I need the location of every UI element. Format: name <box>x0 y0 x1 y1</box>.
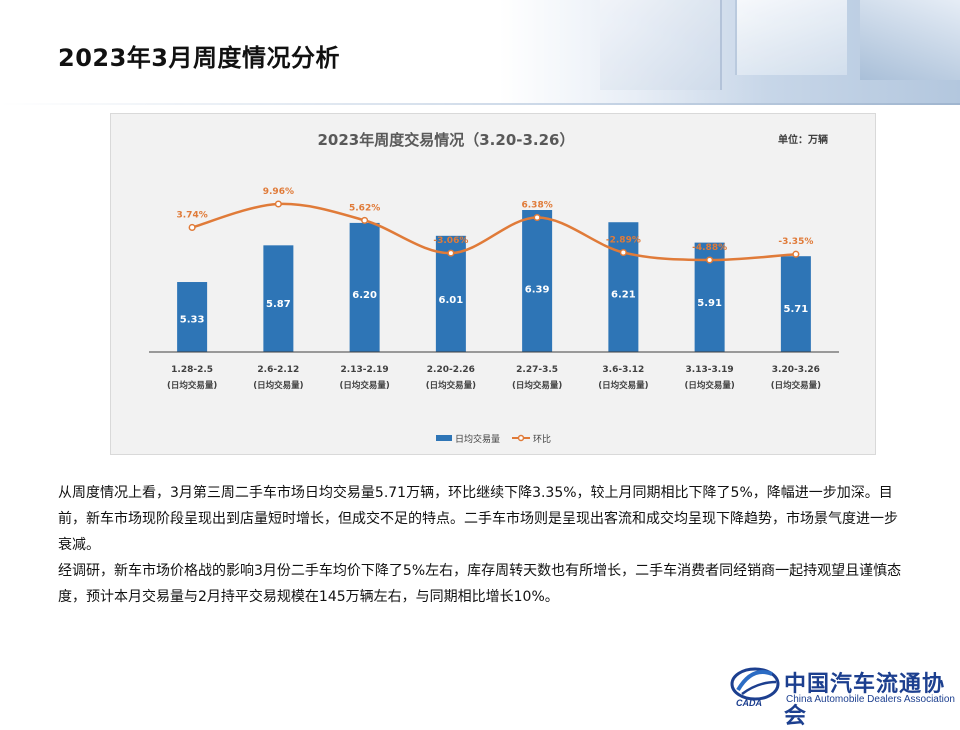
x-tick-label: 3.20-3.26 <box>772 365 820 375</box>
bar-value-label: 5.71 <box>784 304 809 315</box>
mom-point <box>619 248 627 257</box>
bar-value-label: 5.91 <box>697 298 722 309</box>
bar <box>780 256 811 352</box>
mom-line <box>191 202 796 262</box>
decorative-cube <box>735 0 847 75</box>
bar <box>522 210 553 352</box>
legend: 日均交易量 环比 <box>436 433 551 445</box>
analysis-text: 从周度情况上看，3月第三周二手车市场日均交易量5.71万辆，环比继续下降3.35… <box>58 480 908 610</box>
legend-bar-swatch <box>436 435 452 441</box>
cada-emblem-icon <box>730 667 780 701</box>
header-divider <box>0 103 960 105</box>
chart-panel: 2023年周度交易情况（3.20-3.26） 单位：万辆 5.33 5.87 6.2… <box>110 113 876 455</box>
x-tick-sublabel: (日均交易量) <box>598 380 648 391</box>
x-tick-sublabel: (日均交易量) <box>253 380 303 391</box>
x-tick-label: 2.20-2.26 <box>427 365 475 375</box>
mom-point <box>792 250 800 258</box>
logo-english-name: China Automobile Dealers Association <box>786 694 955 705</box>
page-title: 2023年3月周度情况分析 <box>58 44 340 72</box>
mom-value-label: 9.96% <box>263 187 294 197</box>
x-tick-sublabel: (日均交易量) <box>684 380 734 391</box>
decorative-cube <box>600 0 722 90</box>
bar-series: 5.33 5.87 6.20 6.01 6.39 6.21 5.91 5.71 <box>177 210 811 352</box>
x-tick-label: 3.13-3.19 <box>686 365 734 375</box>
logo-abbr: CADA <box>736 698 762 708</box>
x-tick-sublabel: (日均交易量) <box>167 380 217 391</box>
x-tick-sublabel: (日均交易量) <box>339 380 389 391</box>
bar-value-label: 5.87 <box>266 299 291 310</box>
bar-value-label: 6.21 <box>611 289 636 300</box>
line-series: 3.74% 9.96% 5.62% -3.06% 6.38% -2.89% -4.88% -3… <box>177 187 813 264</box>
x-tick-label: 1.28-2.5 <box>171 365 213 375</box>
legend-line-label: 环比 <box>533 433 551 445</box>
mom-point <box>533 213 541 222</box>
mom-value-label: 3.74% <box>177 210 208 220</box>
x-tick-label: 2.13-2.19 <box>341 365 389 375</box>
bar <box>608 222 639 352</box>
mom-value-label: 6.38% <box>522 201 553 211</box>
x-tick-sublabel: (日均交易量) <box>512 380 562 391</box>
bar <box>263 245 294 352</box>
x-axis: 1.28-2.5 (日均交易量) 2.6-2.12 (日均交易量) 2.13-2.19 (… <box>149 351 839 391</box>
x-tick-label: 3.6-3.12 <box>602 365 644 375</box>
legend-line-marker <box>517 434 525 442</box>
paragraph: 从周度情况上看，3月第三周二手车市场日均交易量5.71万辆，环比继续下降3.35… <box>58 485 898 553</box>
header-banner <box>0 0 960 105</box>
x-tick-label: 2.6-2.12 <box>257 365 299 375</box>
x-tick-sublabel: (日均交易量) <box>426 380 476 391</box>
paragraph: 经调研，新车市场价格战的影响3月份二手车均价下降了5%左右，库存周转天数也有所增… <box>58 563 902 605</box>
mom-point <box>706 256 714 264</box>
mom-value-label: -2.89% <box>606 235 641 245</box>
chart-title: 2023年周度交易情况（3.20-3.26） <box>318 131 575 149</box>
mom-point <box>274 200 282 208</box>
bar <box>177 282 208 352</box>
mom-point <box>447 249 455 257</box>
decorative-cube <box>860 0 960 80</box>
mom-point <box>361 216 369 224</box>
x-tick-label: 2.27-3.5 <box>516 365 558 375</box>
cada-logo: CADA 中国汽车流通协会 China Automobile Dealers A… <box>728 660 960 729</box>
bar-value-label: 6.01 <box>439 295 464 306</box>
chart-unit-label: 单位：万辆 <box>778 133 828 146</box>
bar-value-label: 5.33 <box>180 315 205 326</box>
weekly-transaction-chart: 2023年周度交易情况（3.20-3.26） 单位：万辆 5.33 5.87 6.2… <box>149 131 839 445</box>
bar-value-label: 6.20 <box>352 290 377 301</box>
bar-value-label: 6.39 <box>525 284 550 295</box>
mom-value-label: 5.62% <box>349 203 380 213</box>
x-tick-sublabel: (日均交易量) <box>771 380 821 391</box>
mom-value-label: -4.88% <box>692 243 727 253</box>
legend-bar-label: 日均交易量 <box>455 433 500 445</box>
mom-point <box>188 223 196 232</box>
mom-value-label: -3.35% <box>778 237 813 247</box>
bar <box>349 222 380 352</box>
mom-value-label: -3.06% <box>433 236 468 246</box>
